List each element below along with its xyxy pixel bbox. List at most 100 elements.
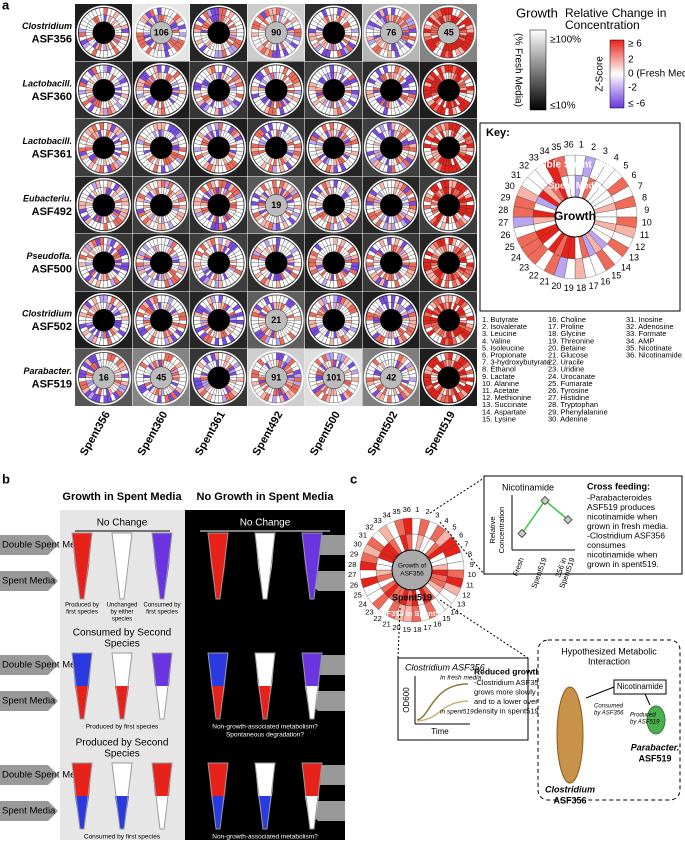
row-label: Clostridium <box>22 21 72 31</box>
col-label: Spent361 <box>193 409 228 457</box>
key-number: 1 <box>579 140 584 150</box>
growth-center <box>438 79 460 101</box>
key-number: 12 <box>635 242 645 252</box>
growth-center <box>438 194 460 216</box>
key-number: 19 <box>564 283 574 293</box>
key-number: 34 <box>540 146 550 156</box>
label: Spontaneous degradation? <box>226 732 304 739</box>
ring-number: 29 <box>350 549 358 558</box>
label: Key: <box>486 127 510 139</box>
growth-center <box>208 137 230 159</box>
label: -2 <box>628 83 637 94</box>
label: Spent519 <box>392 592 432 602</box>
label: density in spent519. <box>474 706 541 715</box>
label: and to a lower overall <box>474 697 546 706</box>
label: 2 <box>628 55 634 66</box>
growth-center <box>323 79 345 101</box>
growth-center <box>380 194 402 216</box>
label: Species <box>104 639 140 650</box>
metabolite: 36. Nicotinamide <box>626 350 682 359</box>
label: ≥100% <box>550 35 581 46</box>
label: Hypothesized Metabolic <box>561 646 657 656</box>
label: Concentration <box>565 18 640 32</box>
row-label: ASF360 <box>32 91 72 103</box>
growth-number: 91 <box>271 373 281 383</box>
ring-number: 36 <box>403 505 411 514</box>
growth-center <box>208 22 230 44</box>
growth-number: 45 <box>444 28 454 38</box>
key-number: 2 <box>591 142 596 152</box>
key-number: 28 <box>498 205 508 215</box>
label: Species <box>104 749 140 760</box>
key-number: 26 <box>500 230 510 240</box>
growth-number: 19 <box>271 200 281 210</box>
ring-number: 12 <box>462 590 470 599</box>
label: ASF356 in Spent519 <box>376 609 448 618</box>
row-label: ASF492 <box>32 206 72 218</box>
growth-center <box>93 309 115 331</box>
label: 0 (Fresh Media) <box>628 69 685 80</box>
label: Nicotinamide <box>617 682 664 691</box>
growth-center <box>438 367 460 389</box>
growth-number: 16 <box>99 373 109 383</box>
ring-number: 1 <box>415 505 419 514</box>
label: Clostridium <box>545 784 595 794</box>
growth-center <box>208 367 230 389</box>
label: nicotinamide when <box>587 549 658 559</box>
leader <box>430 478 484 513</box>
key-number: 30 <box>505 181 515 191</box>
ring-number: 35 <box>392 507 400 516</box>
label: Z-Score <box>595 56 606 92</box>
label: Produced <box>630 713 656 719</box>
label: Consumed by <box>143 603 180 609</box>
key-number: 36 <box>564 140 574 150</box>
row-label: Eubacteriu. <box>23 194 72 204</box>
row-label: ASF502 <box>32 321 72 333</box>
ring-number: 15 <box>442 614 450 623</box>
ring-number: 16 <box>433 619 441 628</box>
col-label: Spent492 <box>251 409 286 457</box>
ring-number: 21 <box>382 619 390 628</box>
label: OD600 <box>402 687 411 713</box>
label: Spent Media <box>2 576 56 587</box>
label: Reduced growth: <box>474 666 544 676</box>
label: Growth <box>554 209 596 223</box>
label: by ASF356 <box>594 711 624 717</box>
key-number: 24 <box>511 253 521 263</box>
ring-number: 11 <box>466 581 474 590</box>
label: c <box>350 471 357 486</box>
organism-1 <box>557 687 583 783</box>
row-label: Lactobacill. <box>22 136 72 146</box>
ring-number: 27 <box>348 570 356 579</box>
growth-center <box>323 309 345 331</box>
label: Concentration <box>497 507 506 554</box>
key-number: 16 <box>600 277 610 287</box>
row-label: Clostridium <box>22 309 72 319</box>
growth-number: 76 <box>386 28 396 38</box>
ring-number: 6 <box>459 531 463 540</box>
key-number: 25 <box>505 242 515 252</box>
ring-number: 10 <box>468 570 476 579</box>
growth-center <box>150 309 172 331</box>
row-label: ASF519 <box>32 379 72 391</box>
ring-number: 31 <box>359 531 367 540</box>
growth-center <box>380 79 402 101</box>
label: Growth <box>516 5 558 20</box>
ring-number: 25 <box>353 590 361 599</box>
col-label: Spent502 <box>366 409 401 457</box>
row-label: Pseudofla. <box>26 251 72 261</box>
ring-number: 4 <box>444 516 448 525</box>
ring-number: 9 <box>470 560 474 569</box>
ring-number: 2 <box>425 507 429 516</box>
key-number: 8 <box>642 193 647 203</box>
label: Unchanged <box>107 603 138 609</box>
key-number: 9 <box>644 205 649 215</box>
label: nicotinamide when <box>587 511 658 521</box>
label: b <box>2 471 10 486</box>
growth-number: 90 <box>271 28 281 38</box>
key-number: 11 <box>640 230 649 240</box>
growth-center <box>208 79 230 101</box>
growth-number: 42 <box>386 373 396 383</box>
growth-center <box>380 309 402 331</box>
ring-number: 34 <box>382 511 390 520</box>
